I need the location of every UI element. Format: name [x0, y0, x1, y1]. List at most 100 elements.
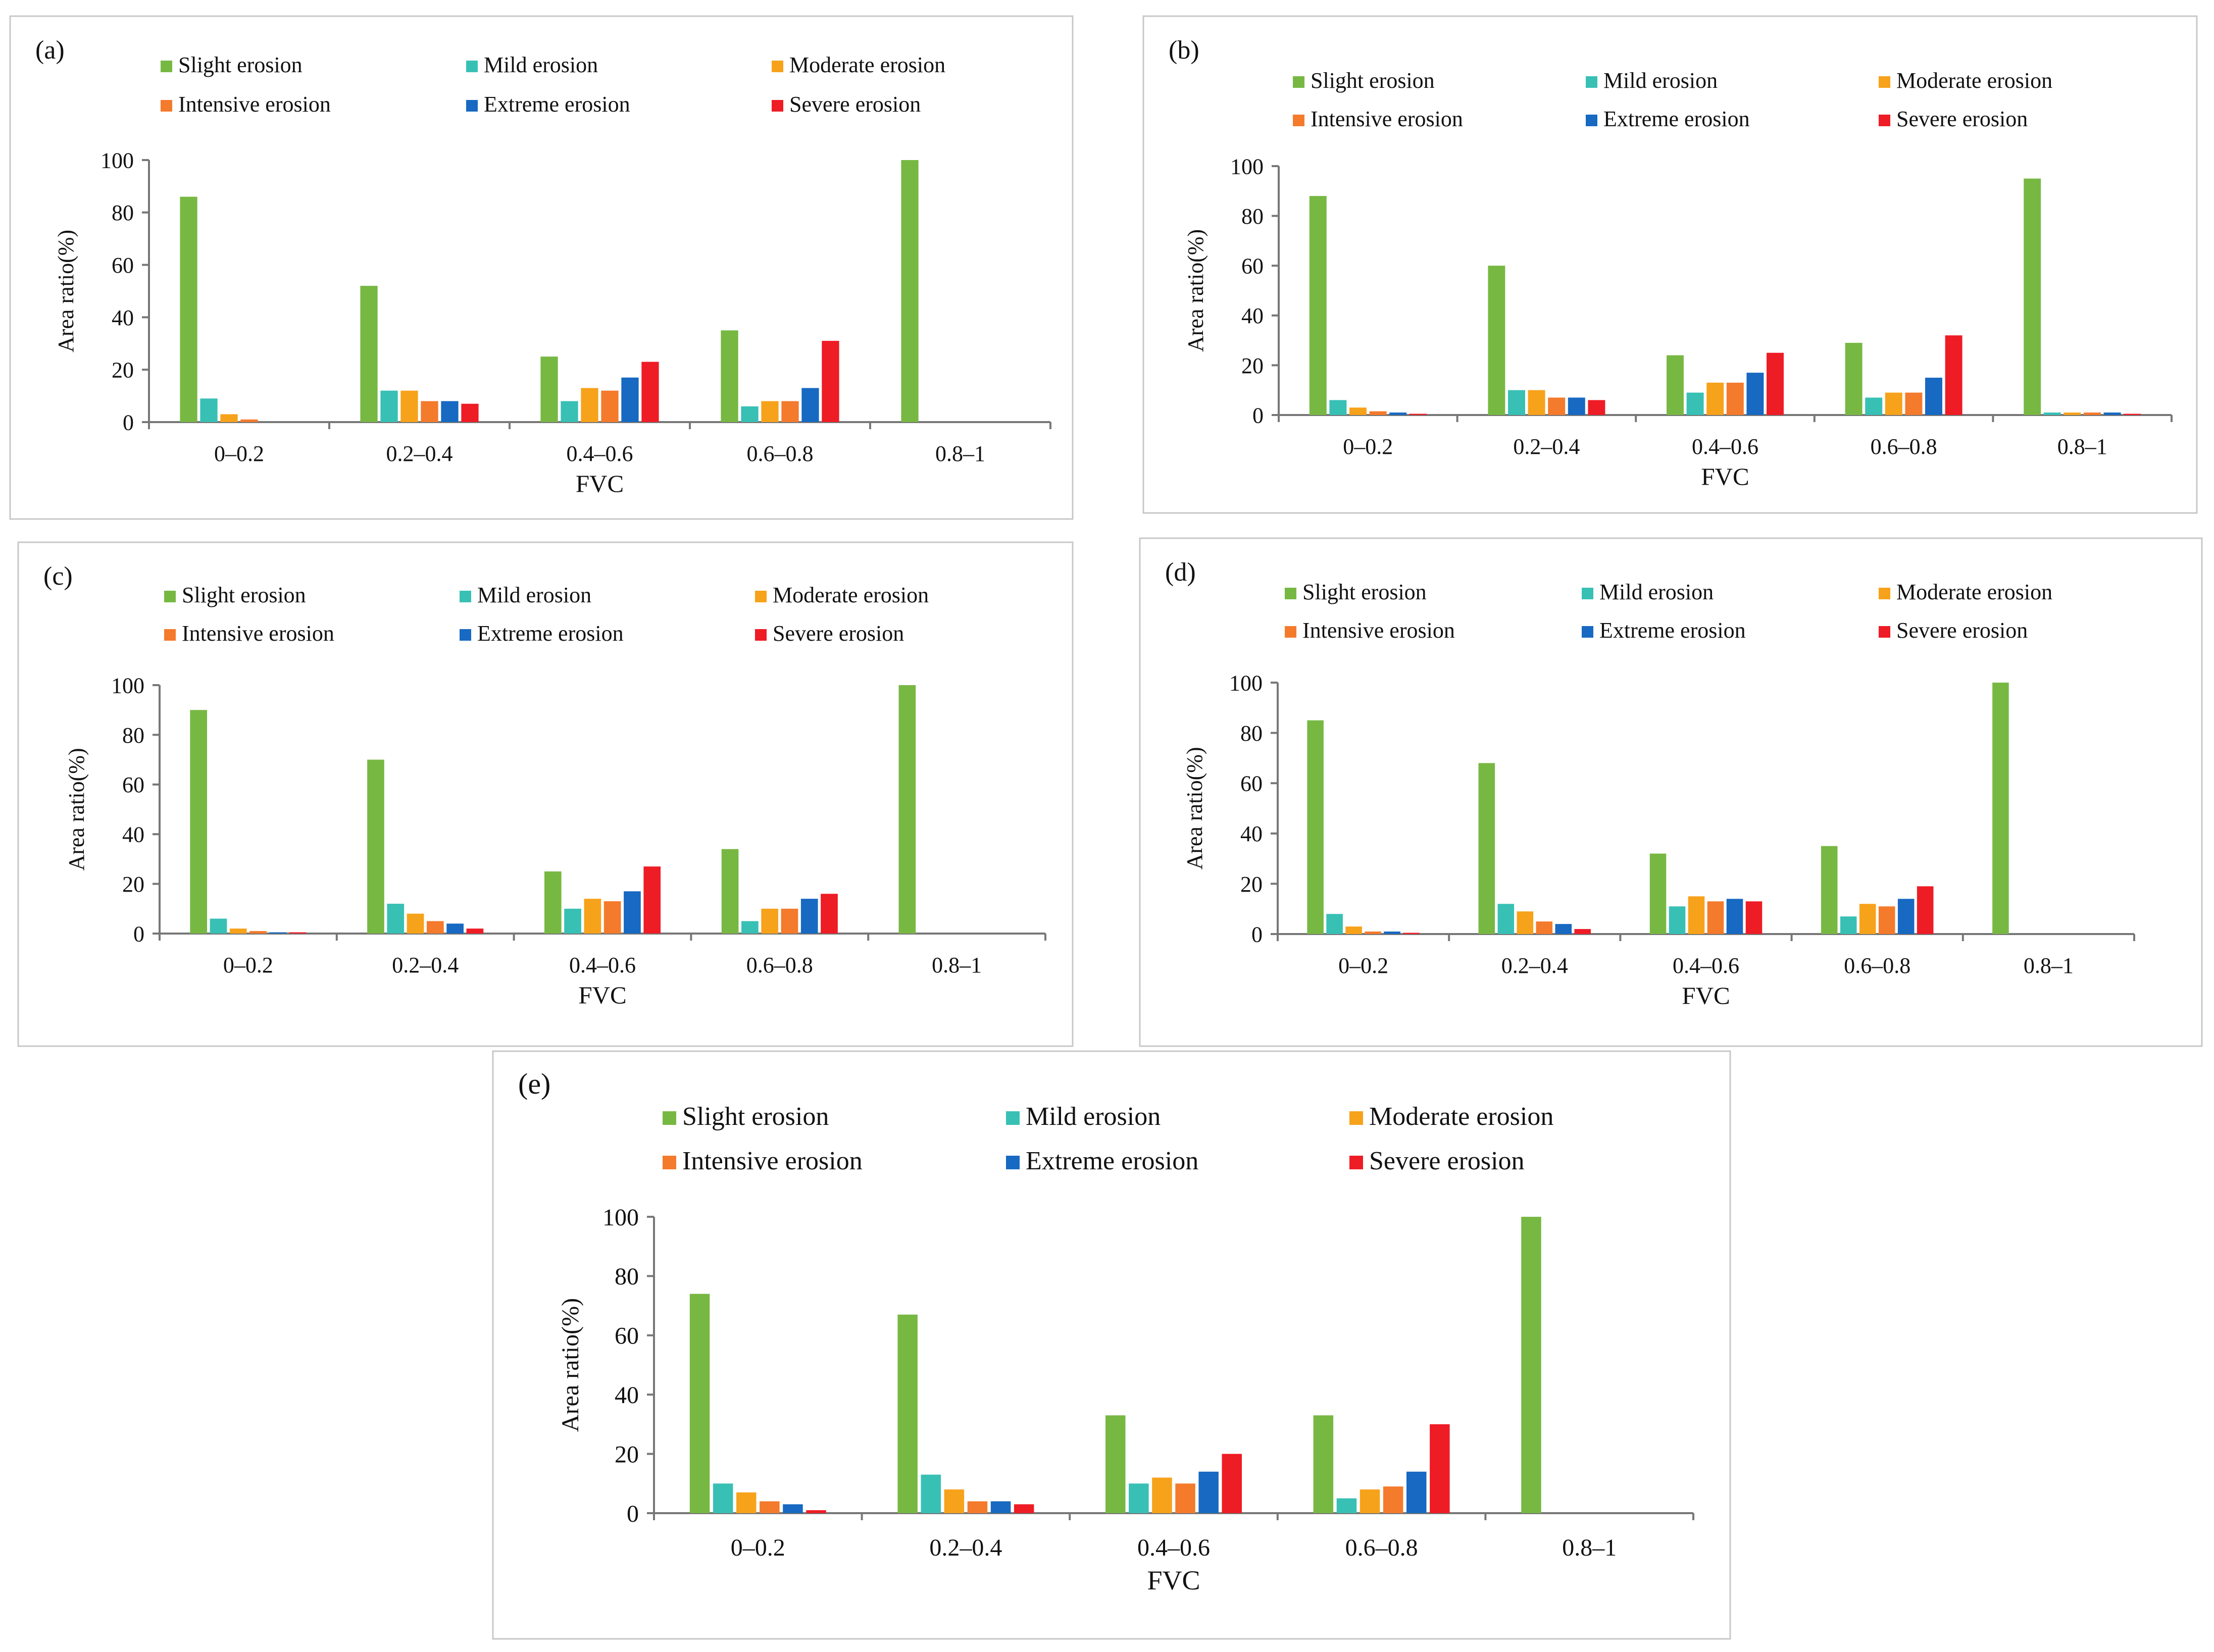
legend-swatch	[1582, 626, 1593, 638]
bar-slight-erosion	[898, 685, 916, 934]
bar-slight-erosion	[1309, 196, 1327, 415]
legend-swatch	[460, 591, 471, 602]
bar-slight-erosion	[1307, 720, 1324, 934]
y-axis-label: Area ratio(%)	[557, 1298, 584, 1432]
legend-swatch	[1006, 1156, 1020, 1169]
x-tick-label: 0.6–0.8	[746, 953, 813, 977]
bar-slight-erosion	[721, 849, 739, 934]
bar-moderate-erosion	[1152, 1477, 1172, 1513]
x-tick-label: 0.2–0.4	[386, 441, 453, 466]
legend-swatch	[164, 629, 176, 641]
bar-mild-erosion	[1329, 400, 1347, 415]
y-tick-label: 60	[112, 253, 134, 278]
bar-slight-erosion	[1488, 266, 1505, 415]
legend-entry: Moderate erosion	[1896, 68, 2052, 93]
x-tick-label: 0.6–0.8	[1345, 1534, 1418, 1561]
legend-swatch	[772, 61, 783, 72]
legend-swatch	[164, 591, 176, 602]
chart-panel-d: (d) Slight erosion Mild erosion Moderate er…	[1139, 537, 2203, 1047]
legend-entry: Slight erosion	[178, 53, 303, 77]
x-tick-label: 0.6–0.8	[747, 441, 814, 466]
panel-label: (d)	[1165, 558, 1196, 587]
bar-extreme-erosion	[2103, 412, 2121, 415]
legend-entry: Moderate erosion	[1896, 580, 2052, 604]
panel-label: (c)	[43, 562, 73, 591]
legend-swatch	[1293, 115, 1304, 126]
legend-swatch	[460, 629, 471, 641]
bar-mild-erosion	[564, 908, 581, 934]
bar-moderate-erosion	[581, 388, 598, 422]
x-tick-label: 0.6–0.8	[1871, 434, 1937, 459]
bar-severe-erosion	[1222, 1454, 1242, 1513]
bar-slight-erosion	[360, 286, 378, 422]
x-axis-label: FVC	[576, 470, 624, 498]
legend-entry: Slight erosion	[1302, 580, 1427, 604]
bar-slight-erosion	[901, 160, 919, 422]
bar-severe-erosion	[1430, 1424, 1450, 1513]
bar-severe-erosion	[1945, 335, 1963, 415]
legend-swatch	[1879, 76, 1890, 88]
bar-slight-erosion	[721, 330, 738, 422]
figure-panels: (a) Slight erosion Mild erosion Moderate er…	[9, 15, 2203, 1640]
legend-swatch	[1879, 115, 1890, 126]
bar-mild-erosion	[1129, 1483, 1149, 1513]
legend-entry: Intensive erosion	[182, 621, 334, 646]
legend-entry: Mild erosion	[1603, 68, 1718, 93]
panel-frame	[492, 1050, 1731, 1640]
bar-severe-erosion	[641, 362, 659, 422]
x-tick-label: 0.8–1	[2057, 434, 2107, 459]
legend-entry: Severe erosion	[773, 621, 904, 646]
legend-swatch	[161, 100, 172, 112]
legend-entry: Mild erosion	[477, 583, 591, 607]
x-tick-label: 0.2–0.4	[1501, 953, 1568, 978]
x-axis-label: FVC	[1701, 463, 1749, 491]
bar-mild-erosion	[1840, 916, 1857, 934]
bar-slight-erosion	[2024, 178, 2041, 415]
bar-moderate-erosion	[400, 390, 418, 422]
legend-swatch	[161, 61, 172, 72]
y-tick-label: 60	[1241, 254, 1264, 279]
bar-moderate-erosion	[1706, 382, 1724, 415]
bar-moderate-erosion	[761, 401, 779, 422]
chart-panel-c: (c) Slight erosion Mild erosion Moderate er…	[17, 541, 1074, 1047]
bar-slight-erosion	[897, 1314, 918, 1513]
bar-intensive-erosion	[1548, 397, 1566, 415]
bar-extreme-erosion	[1406, 1471, 1427, 1513]
bar-moderate-erosion	[1517, 911, 1534, 934]
bar-mild-erosion	[1865, 397, 1883, 415]
bar-slight-erosion	[1478, 763, 1495, 934]
bar-intensive-erosion	[781, 908, 798, 934]
x-axis-label: FVC	[1147, 1565, 1200, 1595]
bar-intensive-erosion	[1905, 392, 1923, 415]
bar-severe-erosion	[1014, 1504, 1034, 1513]
bar-moderate-erosion	[229, 928, 247, 934]
legend-swatch	[1006, 1111, 1020, 1125]
panel-label: (b)	[1169, 36, 1199, 65]
bar-slight-erosion	[1845, 343, 1863, 415]
x-tick-label: 0–0.2	[1338, 953, 1388, 978]
legend-swatch	[1285, 626, 1296, 638]
legend-swatch	[1586, 115, 1597, 126]
legend-entry: Moderate erosion	[789, 53, 945, 77]
bar-intensive-erosion	[1383, 1486, 1403, 1513]
bar-slight-erosion	[1649, 853, 1667, 934]
bar-severe-erosion	[1588, 400, 1605, 415]
legend-entry: Slight erosion	[682, 1102, 829, 1131]
legend-entry: Extreme erosion	[1599, 618, 1746, 643]
y-tick-label: 80	[112, 200, 134, 225]
legend-entry: Severe erosion	[1896, 618, 2028, 643]
bar-extreme-erosion	[1925, 378, 1942, 415]
chart-panel-e: (e) Slight erosion Mild erosion Moderate er…	[492, 1050, 1731, 1640]
bar-moderate-erosion	[1688, 896, 1705, 934]
bar-slight-erosion	[544, 871, 562, 934]
legend-entry: Intensive erosion	[1311, 107, 1463, 131]
bars	[180, 160, 919, 422]
bar-mild-erosion	[741, 406, 759, 422]
bar-severe-erosion	[643, 866, 661, 934]
bars	[190, 685, 916, 934]
bar-extreme-erosion	[783, 1504, 803, 1513]
bar-slight-erosion	[1521, 1217, 1541, 1513]
y-tick-label: 80	[1241, 204, 1264, 229]
bar-extreme-erosion	[990, 1501, 1011, 1513]
